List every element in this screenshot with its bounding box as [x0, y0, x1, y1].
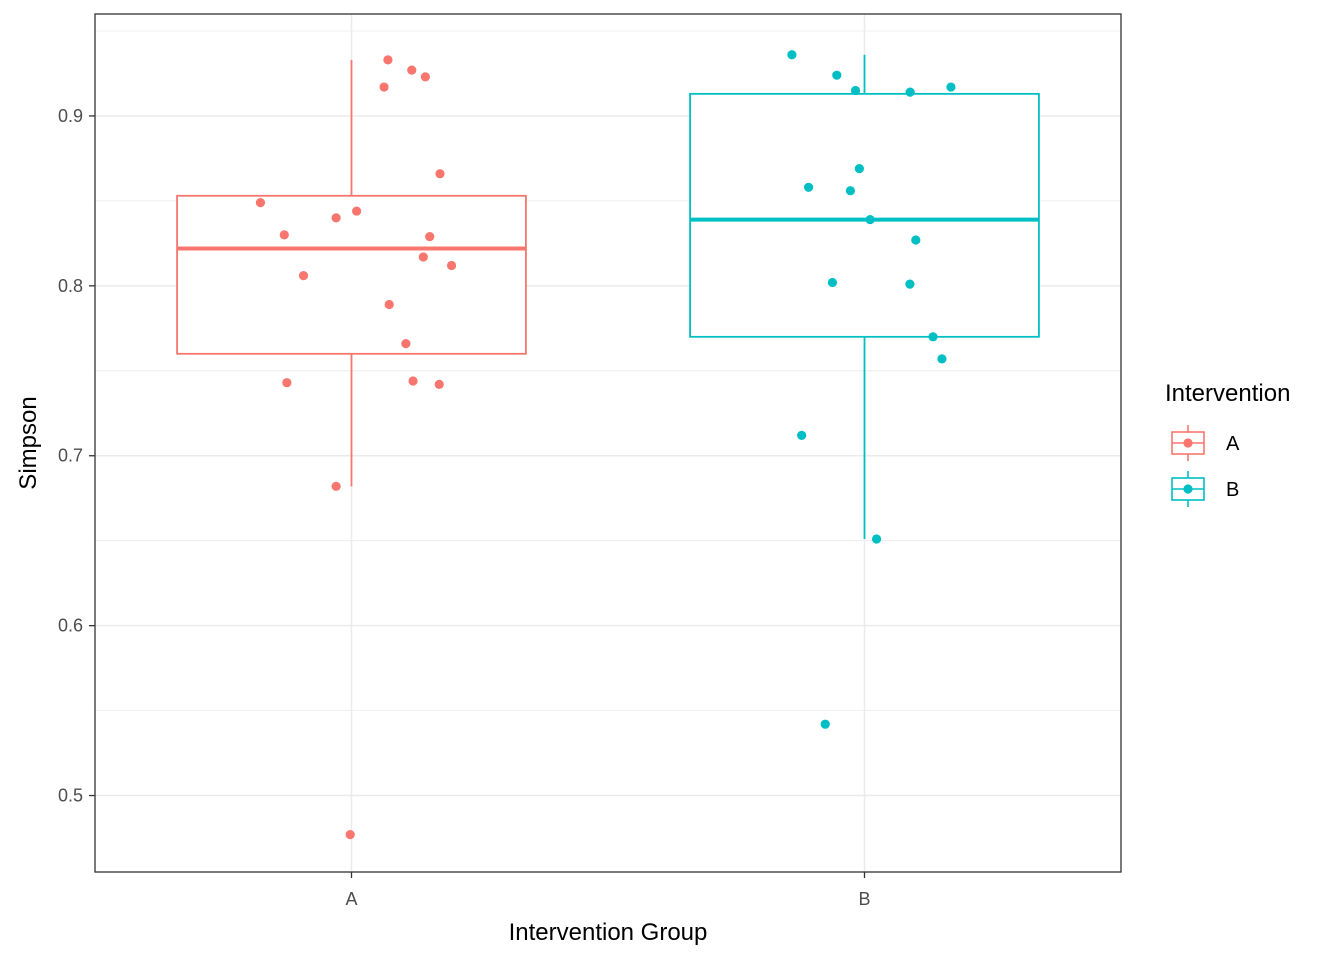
data-point-A	[418, 252, 428, 262]
y-axis-title: Simpson	[15, 396, 42, 489]
data-point-B	[946, 82, 956, 92]
legend-key-point	[1183, 484, 1193, 494]
data-point-A	[298, 271, 309, 281]
legend: Intervention AB	[1165, 380, 1290, 507]
data-point-A	[420, 72, 430, 82]
data-point-A	[282, 378, 292, 388]
data-point-A	[401, 339, 411, 349]
data-point-B	[854, 164, 864, 174]
axis-layer: 0.5 0.6 0.7 0.8 0.9 A B	[58, 106, 871, 909]
legend-label: B	[1226, 479, 1239, 501]
data-point-A	[446, 260, 457, 271]
data-point-B	[865, 214, 875, 225]
point-layer	[255, 50, 956, 840]
data-point-A	[434, 379, 444, 389]
legend-key-A: A	[1171, 425, 1240, 461]
legend-keys: AB	[1171, 425, 1240, 507]
x-tick-label: A	[345, 889, 357, 909]
legend-title: Intervention	[1165, 380, 1290, 407]
box-layer	[176, 54, 1040, 539]
x-tick-label: B	[858, 889, 870, 909]
data-point-B	[850, 85, 861, 96]
data-point-B	[827, 277, 838, 288]
data-point-B	[787, 50, 797, 60]
data-point-B	[832, 70, 842, 80]
y-tick-label: 0.6	[58, 616, 83, 636]
data-point-A	[383, 55, 393, 65]
data-point-A	[352, 206, 362, 216]
data-point-A	[407, 65, 417, 75]
data-point-A	[379, 82, 389, 92]
data-point-B	[871, 534, 882, 544]
y-tick-label: 0.7	[58, 446, 83, 466]
y-tick-label: 0.9	[58, 106, 83, 126]
data-point-A	[255, 197, 266, 208]
data-point-B	[820, 719, 830, 729]
data-point-B	[911, 235, 921, 245]
legend-key-B: B	[1171, 471, 1239, 507]
data-point-B	[928, 332, 938, 342]
x-axis-title: Intervention Group	[509, 919, 708, 946]
data-point-A	[345, 830, 355, 840]
y-tick-label: 0.8	[58, 276, 83, 296]
box-iqr	[176, 194, 527, 355]
data-point-A	[408, 376, 418, 386]
box-B	[689, 54, 1040, 539]
data-point-A	[425, 231, 435, 242]
data-point-B	[905, 87, 915, 97]
data-point-B	[845, 186, 855, 196]
y-tick-label: 0.5	[58, 786, 83, 806]
data-point-B	[905, 279, 915, 289]
panel-border	[94, 13, 1122, 873]
legend-key-point	[1183, 438, 1193, 448]
legend-label: A	[1226, 433, 1240, 455]
data-point-A	[331, 213, 341, 223]
data-point-A	[435, 169, 445, 179]
box-A	[176, 59, 527, 487]
data-point-B	[803, 182, 814, 192]
data-point-A	[331, 481, 341, 491]
data-point-A	[384, 299, 394, 310]
data-point-A	[279, 230, 289, 240]
data-point-B	[937, 354, 947, 364]
box-iqr	[689, 92, 1040, 338]
data-point-B	[797, 430, 807, 440]
